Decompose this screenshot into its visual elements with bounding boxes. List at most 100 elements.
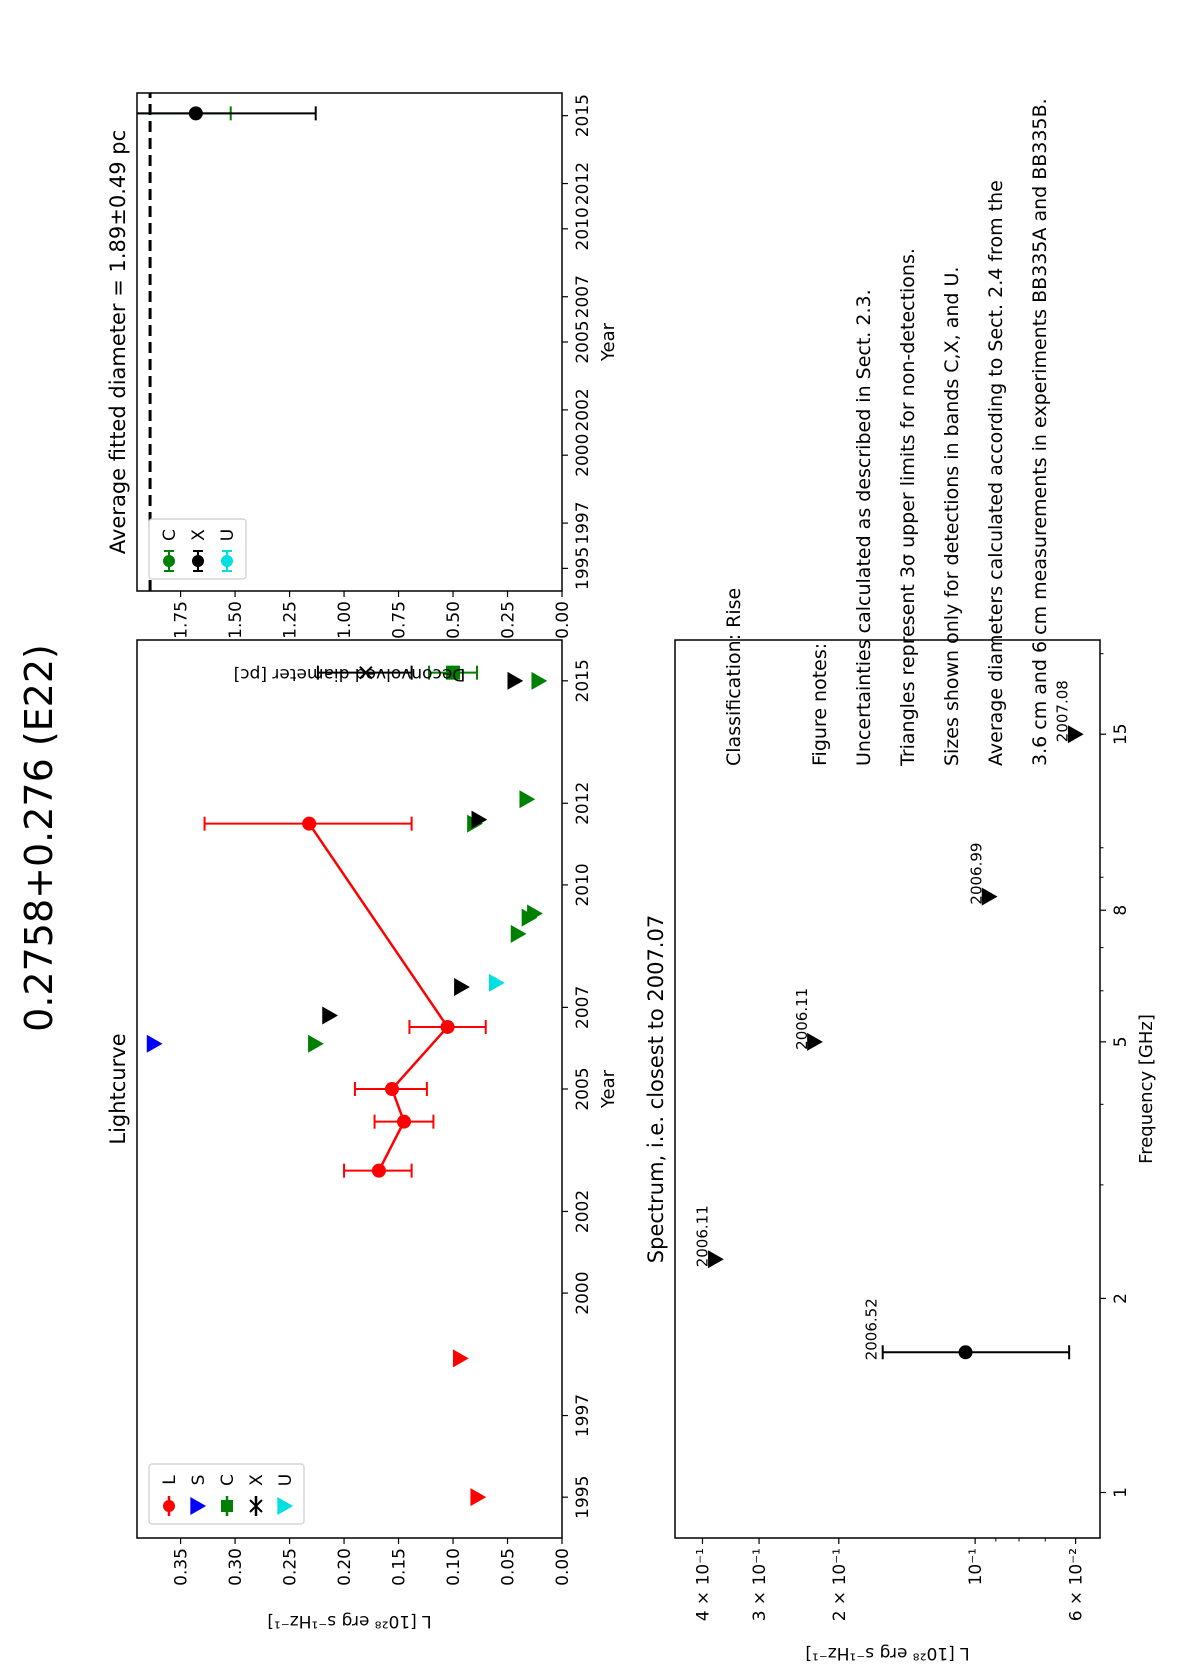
- spectrum-frame: [674, 639, 1101, 1539]
- diameter-xtick-label: 2005: [573, 320, 593, 363]
- lightcurve-upper-limit-c: [510, 924, 527, 943]
- legend-swatch-u: [277, 1497, 294, 1515]
- lightcurve-ytick-label: 0.15: [390, 1548, 410, 1586]
- diameter-ytick-label: 0.50: [444, 601, 464, 639]
- legend-label-s: S: [189, 1475, 209, 1486]
- diameter-title: Average fitted diameter = 1.89±0.49 pc: [106, 130, 130, 554]
- legend-label-x: X: [247, 1474, 267, 1486]
- legend-label-l: L: [160, 1475, 180, 1485]
- diameter-data-layer: [108, 106, 317, 121]
- spectrum-point-label: 2006.99: [967, 843, 985, 905]
- legend-swatch-x-b: [249, 1499, 263, 1513]
- spectrum-point-label: 2007.08: [1054, 680, 1072, 742]
- note-line-5: 3.6 cm and 6 cm measurements in experime…: [1029, 98, 1051, 766]
- diameter-legend-label-u: U: [218, 529, 238, 541]
- diameter-xtick-label: 2012: [573, 162, 593, 205]
- spectrum-upper-limit: [981, 887, 998, 906]
- legend-swatch-c: [221, 1500, 233, 1512]
- lightcurve-point-x-b: [359, 665, 373, 680]
- spectrum-ytick-label: 4 × 10⁻¹: [693, 1548, 713, 1621]
- lightcurve-upper-limit-s: [146, 1034, 163, 1053]
- spectrum-xtick-label: 1: [1111, 1487, 1131, 1498]
- lightcurve-upper-limit-c: [519, 790, 536, 809]
- diameter-xtick-label: 1995: [573, 547, 593, 590]
- lightcurve-xtick-label: 2015: [573, 659, 593, 702]
- legend-swatch-x: [249, 1499, 263, 1513]
- spectrum-ytick-label: 10⁻¹: [966, 1548, 986, 1585]
- lightcurve-upper-limit-c: [531, 671, 548, 690]
- diameter-point-c: [108, 106, 122, 120]
- diameter-xtick-label: 2000: [573, 434, 593, 477]
- lightcurve-panel: Lightcurve 1995 1997 2000 2002 2005 2007 2010 20…: [106, 639, 619, 1631]
- lightcurve-ytick-label: 0.00: [553, 1548, 573, 1586]
- spectrum-ytick-label: 3 × 10⁻¹: [750, 1548, 770, 1621]
- lightcurve-ytick-label: 0.20: [335, 1548, 355, 1586]
- classification-text: Classification: Rise: [723, 588, 745, 766]
- spectrum-xlabel: Frequency [GHz]: [1136, 1014, 1157, 1164]
- lightcurve-xtick-label: 2005: [573, 1067, 593, 1110]
- spectrum-ylabel: L [10²⁸ erg s⁻¹Hz⁻¹]: [805, 1643, 969, 1663]
- diameter-ytick-label: 1.00: [335, 601, 355, 639]
- spectrum-xtick-label: 2: [1111, 1293, 1131, 1304]
- diameter-ylabel: Deconvolved diameter [pc]: [234, 664, 466, 684]
- lightcurve-point-l: [371, 1163, 386, 1178]
- spectrum-upper-limit: [1067, 725, 1084, 744]
- lightcurve-xtick-label: 2012: [573, 782, 593, 825]
- lightcurve-upper-limit-l: [453, 1349, 469, 1368]
- diameter-ytick-label: 1.50: [226, 601, 246, 639]
- lightcurve-xtick-label: 1997: [573, 1394, 593, 1437]
- spectrum-point-label: 2006.11: [694, 1205, 712, 1267]
- lightcurve-line-l: [308, 822, 450, 1172]
- diameter-xlabel: Year: [598, 322, 619, 362]
- diameter-xtick-label: 2015: [573, 94, 593, 137]
- spectrum-xtick-label: 8: [1111, 905, 1131, 916]
- note-line-2: Triangles represent 3σ upper limits for …: [897, 248, 919, 767]
- note-line-4: Average diameters calculated according t…: [985, 180, 1007, 766]
- diameter-ytick-label: 0.25: [499, 601, 519, 639]
- lightcurve-point-l: [396, 1114, 411, 1129]
- diameter-ytick-label: 1.75: [172, 601, 192, 639]
- lightcurve-legend-frame: [148, 1463, 305, 1525]
- diameter-xtick-label: 2007: [573, 275, 593, 318]
- lightcurve-upper-limit-x: [507, 671, 524, 690]
- diameter-legend-swatch-u: [221, 555, 233, 567]
- figure-title: 0.2758+0.276 (E22): [17, 644, 61, 1032]
- lightcurve-xtick-label: 2000: [573, 1271, 593, 1314]
- lightcurve-point-l: [302, 816, 317, 831]
- spectrum-point-label: 2006.52: [863, 1298, 881, 1360]
- legend-label-u: U: [276, 1474, 296, 1486]
- spectrum-panel: Spectrum, i.e. closest to 2007.07 1 2 5 8 15 F…: [644, 639, 1157, 1663]
- legend-swatch-s: [190, 1497, 207, 1515]
- note-line-1: Uncertainties calculated as described in…: [853, 289, 875, 766]
- spectrum-xtick-label: 15: [1111, 723, 1131, 745]
- lightcurve-ytick-label: 0.05: [499, 1548, 519, 1586]
- diameter-point-x: [188, 106, 203, 121]
- note-line-3: Sizes shown only for detections in bands…: [941, 267, 963, 766]
- lightcurve-xtick-label: 2010: [573, 863, 593, 906]
- spectrum-point-label: 2006.11: [793, 988, 811, 1050]
- figure-text-block: Classification: Rise Figure notes: Uncer…: [723, 98, 1051, 767]
- lightcurve-point-l: [385, 1082, 399, 1096]
- legend-swatch-l: [163, 1500, 175, 1512]
- spectrum-ytick-label: 6 × 10⁻²: [1067, 1548, 1087, 1621]
- lightcurve-title: Lightcurve: [106, 1033, 130, 1144]
- lightcurve-ylabel: L [10²⁸ erg s⁻¹Hz⁻¹]: [267, 1611, 431, 1631]
- spectrum-title: Spectrum, i.e. closest to 2007.07: [644, 915, 668, 1263]
- diameter-ytick-label: 0.00: [553, 601, 573, 639]
- diameter-legend-label-x: X: [189, 529, 209, 541]
- lightcurve-upper-limit-c: [527, 904, 543, 923]
- diameter-ytick-label: 0.75: [390, 601, 410, 639]
- lightcurve-xtick-label: 1995: [573, 1476, 593, 1519]
- lightcurve-upper-limit-x: [471, 810, 488, 829]
- lightcurve-xtick-label: 2002: [573, 1190, 593, 1233]
- spectrum-upper-limit: [807, 1032, 823, 1051]
- lightcurve-frame: [136, 639, 563, 1539]
- lightcurve-xtick-label: 2007: [573, 986, 593, 1029]
- spectrum-point: [958, 1345, 973, 1360]
- lightcurve-upper-limit-x: [322, 1006, 338, 1025]
- spectrum-xtick-label: 5: [1111, 1036, 1131, 1047]
- lightcurve-xlabel: Year: [598, 1069, 619, 1109]
- lightcurve-point-c: [446, 665, 461, 680]
